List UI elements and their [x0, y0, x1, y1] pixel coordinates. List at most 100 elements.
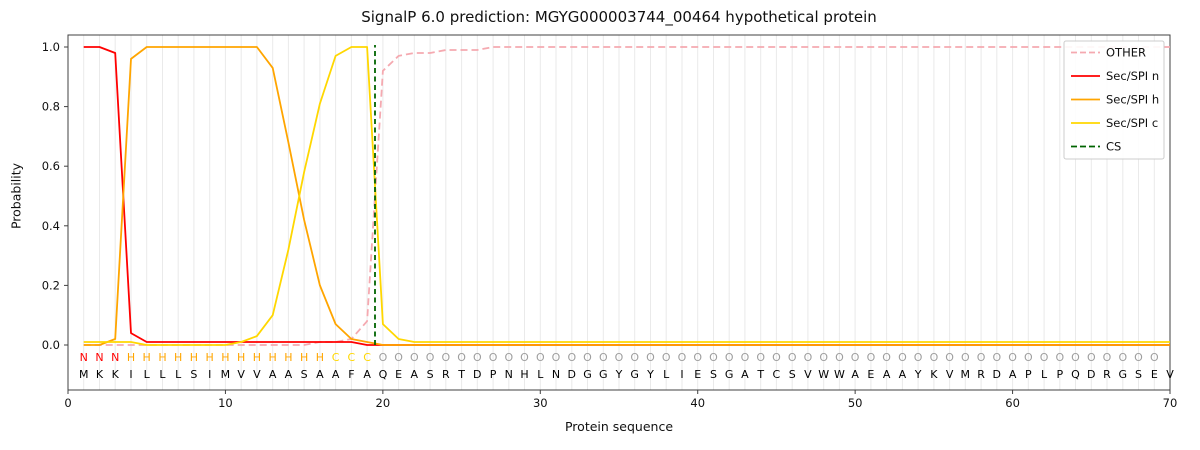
- sequence-letter: P: [1025, 368, 1032, 381]
- residue-type-label: H: [206, 351, 214, 364]
- sequence-letter: A: [363, 368, 371, 381]
- sequence-letter: F: [348, 368, 354, 381]
- residue-type-label: C: [348, 351, 356, 364]
- residue-type-label: H: [143, 351, 151, 364]
- sequence-letter: G: [725, 368, 734, 381]
- residue-type-label: O: [1134, 351, 1143, 364]
- legend-label-sec-spi-n: Sec/SPI n: [1106, 69, 1159, 83]
- sequence-letter: T: [457, 368, 465, 381]
- residue-type-label: N: [95, 351, 103, 364]
- sequence-letter: S: [789, 368, 796, 381]
- sequence-letter: K: [112, 368, 120, 381]
- sequence-letter: E: [1151, 368, 1158, 381]
- residue-type-label: H: [300, 351, 308, 364]
- curve-sec-spi-c: [83, 46, 1170, 346]
- sequence-letter: A: [899, 368, 907, 381]
- residue-type-label: O: [678, 351, 687, 364]
- sequence-letter: D: [473, 368, 481, 381]
- sequence-letter: H: [520, 368, 528, 381]
- sequence-letter: A: [332, 368, 340, 381]
- legend-label-sec-spi-h: Sec/SPI h: [1106, 93, 1159, 107]
- sequence-letter: V: [946, 368, 954, 381]
- sequence-letter: A: [741, 368, 749, 381]
- sequence-letter: S: [190, 368, 197, 381]
- residue-type-label: O: [725, 351, 734, 364]
- sequence-letter: P: [490, 368, 497, 381]
- sequence-letter: V: [804, 368, 812, 381]
- residue-type-label: O: [489, 351, 498, 364]
- sequence-letter: R: [1103, 368, 1111, 381]
- residue-type-label: H: [253, 351, 261, 364]
- x-tick-label: 60: [1005, 396, 1020, 410]
- curve-other: [83, 46, 1170, 346]
- x-axis-label: Protein sequence: [564, 419, 674, 434]
- sequence-letter: D: [993, 368, 1001, 381]
- sequence-letter: L: [537, 368, 544, 381]
- legend-box: [1063, 40, 1165, 160]
- residue-type-label: C: [332, 351, 340, 364]
- sequence-letter: N: [505, 368, 513, 381]
- residue-type-label: H: [127, 351, 135, 364]
- sequence-letter: K: [930, 368, 938, 381]
- residue-type-label: O: [851, 351, 860, 364]
- residue-type-label: O: [788, 351, 797, 364]
- sequence-letter: L: [663, 368, 670, 381]
- x-tick-label: 70: [1163, 396, 1178, 410]
- x-axis: 0 10 20 30 40 50 60 70: [64, 390, 1177, 410]
- sequence-letter: E: [694, 368, 701, 381]
- residue-type-label: O: [1087, 351, 1096, 364]
- legend-label-other: OTHER: [1106, 46, 1146, 60]
- sequence-letter: A: [883, 368, 891, 381]
- residue-type-label: O: [394, 351, 403, 364]
- sequence-letter: S: [427, 368, 434, 381]
- y-tick-label: 0.8: [42, 100, 60, 114]
- residue-type-label: H: [316, 351, 324, 364]
- residue-type-label: O: [835, 351, 844, 364]
- residue-type-label: O: [819, 351, 828, 364]
- legend-label-cs: CS: [1106, 140, 1121, 154]
- residue-type-label: H: [221, 351, 229, 364]
- residue-type-label: H: [269, 351, 277, 364]
- residue-type-label: O: [457, 351, 466, 364]
- legend-label-sec-spi-c: Sec/SPI c: [1106, 116, 1158, 130]
- residue-type-label: O: [693, 351, 702, 364]
- sequence-letter: S: [1135, 368, 1142, 381]
- y-axis-label: Probability: [8, 162, 24, 230]
- sequence-letter: C: [773, 368, 781, 381]
- residue-type-label: O: [1103, 351, 1112, 364]
- sequence-letter: R: [977, 368, 985, 381]
- residue-type-label: O: [756, 351, 765, 364]
- sequence-letter: N: [552, 368, 560, 381]
- sequence-letter: S: [710, 368, 717, 381]
- residue-type-label: H: [237, 351, 245, 364]
- sequence-letter: E: [867, 368, 874, 381]
- sequence-letter: R: [442, 368, 450, 381]
- residue-type-label: O: [615, 351, 624, 364]
- residue-type-label: H: [190, 351, 198, 364]
- residue-type-label: H: [158, 351, 166, 364]
- sequence-letter: V: [253, 368, 261, 381]
- residue-type-label: O: [473, 351, 482, 364]
- residue-type-label: C: [363, 351, 371, 364]
- residue-type-label: O: [599, 351, 608, 364]
- residue-type-label: N: [111, 351, 119, 364]
- residue-type-label: O: [426, 351, 435, 364]
- residue-type-label: O: [709, 351, 718, 364]
- sequence-letter: E: [395, 368, 402, 381]
- sequence-letter: L: [1041, 368, 1048, 381]
- sequence-letter: I: [129, 368, 132, 381]
- sequence-letter: L: [144, 368, 151, 381]
- sequence-letter: S: [301, 368, 308, 381]
- residue-type-label: O: [552, 351, 561, 364]
- sequence-letter: A: [269, 368, 277, 381]
- sequence-letter: Y: [914, 368, 922, 381]
- residue-type-label: N: [80, 351, 88, 364]
- x-tick-label: 20: [376, 396, 391, 410]
- sequence-letter: I: [208, 368, 211, 381]
- sequence-letter: Y: [646, 368, 654, 381]
- residue-type-label: O: [630, 351, 639, 364]
